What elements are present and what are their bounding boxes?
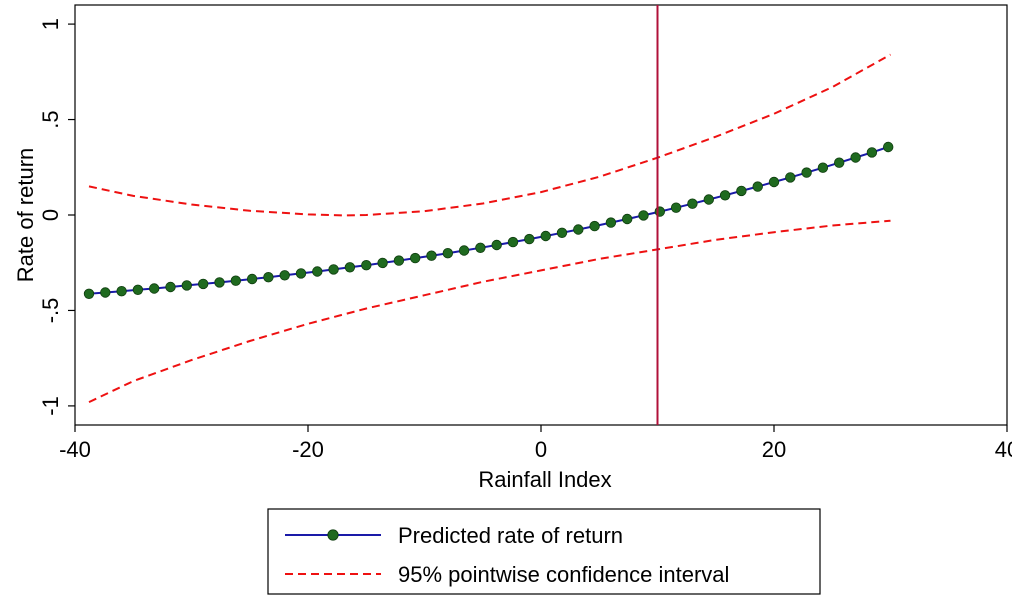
predicted-point (605, 217, 617, 228)
predicted-point (344, 262, 356, 273)
x-tick-label: -40 (59, 437, 91, 462)
predicted-point (507, 236, 519, 248)
predicted-series (83, 141, 894, 300)
predicted-point (361, 260, 372, 271)
predicted-point (850, 152, 861, 163)
predicted-point (752, 181, 763, 192)
predicted-point (377, 257, 388, 269)
y-tick-label: -1 (38, 396, 63, 416)
predicted-point (622, 213, 633, 225)
predicted-point (230, 275, 242, 286)
predicted-point (328, 264, 339, 275)
y-tick-label: 0 (38, 209, 63, 221)
predicted-point (475, 242, 486, 254)
predicted-point (197, 278, 209, 290)
predicted-point (866, 147, 878, 158)
predicted-point (687, 198, 698, 209)
plot-frame (74, 4, 1008, 426)
y-tick-label: -.5 (38, 298, 63, 324)
predicted-point (312, 266, 323, 277)
confidence-bands (88, 53, 891, 404)
x-tick-label: 40 (995, 437, 1012, 462)
predicted-point (214, 277, 225, 288)
y-tick-label: .5 (38, 110, 63, 128)
predicted-point (458, 245, 470, 256)
predicted-point (410, 252, 421, 264)
predicted-point (883, 141, 894, 153)
ci-lower-line (88, 219, 891, 404)
x-tick-label: 20 (762, 437, 786, 462)
predicted-point (736, 185, 747, 197)
predicted-point (393, 255, 405, 266)
predicted-point (148, 283, 160, 294)
predicted-point (165, 281, 176, 293)
predicted-point (263, 272, 274, 283)
predicted-point (540, 230, 551, 242)
predicted-point (426, 250, 437, 261)
predicted-point (670, 202, 682, 213)
legend-label-predicted: Predicted rate of return (398, 523, 623, 548)
predicted-point (279, 270, 290, 281)
predicted-point (719, 190, 731, 201)
predicted-point (801, 167, 812, 178)
predicted-point (556, 227, 568, 239)
predicted-point (638, 210, 649, 221)
legend-box (267, 508, 821, 595)
predicted-point (834, 157, 845, 168)
legend-marker-predicted (327, 529, 339, 541)
predicted-point (295, 268, 307, 279)
predicted-point (817, 162, 829, 173)
predicted-point (768, 176, 780, 188)
legend-label-ci: 95% pointwise confidence interval (398, 562, 729, 587)
ci-upper-line (88, 53, 891, 217)
predicted-point (116, 286, 127, 297)
predicted-point (785, 172, 796, 183)
predicted-point (442, 247, 454, 259)
x-axis-label: Rainfall Index (478, 467, 611, 492)
legend: Predicted rate of return 95% pointwise c… (267, 508, 821, 595)
y-axis-label: Rate of return (13, 148, 38, 283)
x-axis: -40 -20 0 20 40 (59, 425, 1012, 462)
x-tick-label: 0 (535, 437, 547, 462)
predicted-point (246, 273, 258, 285)
predicted-point (524, 233, 535, 245)
predicted-point (181, 280, 193, 291)
y-axis: -1 -.5 0 .5 1 (38, 18, 75, 416)
x-tick-label: -20 (292, 437, 324, 462)
predicted-point (100, 287, 111, 298)
predicted-point (703, 194, 715, 205)
predicted-point (491, 239, 502, 251)
predicted-point (132, 284, 144, 296)
predicted-point (573, 224, 584, 235)
predicted-point (83, 288, 95, 300)
predicted-point (654, 206, 666, 217)
y-tick-label: 1 (38, 18, 63, 30)
predicted-point (589, 220, 600, 232)
